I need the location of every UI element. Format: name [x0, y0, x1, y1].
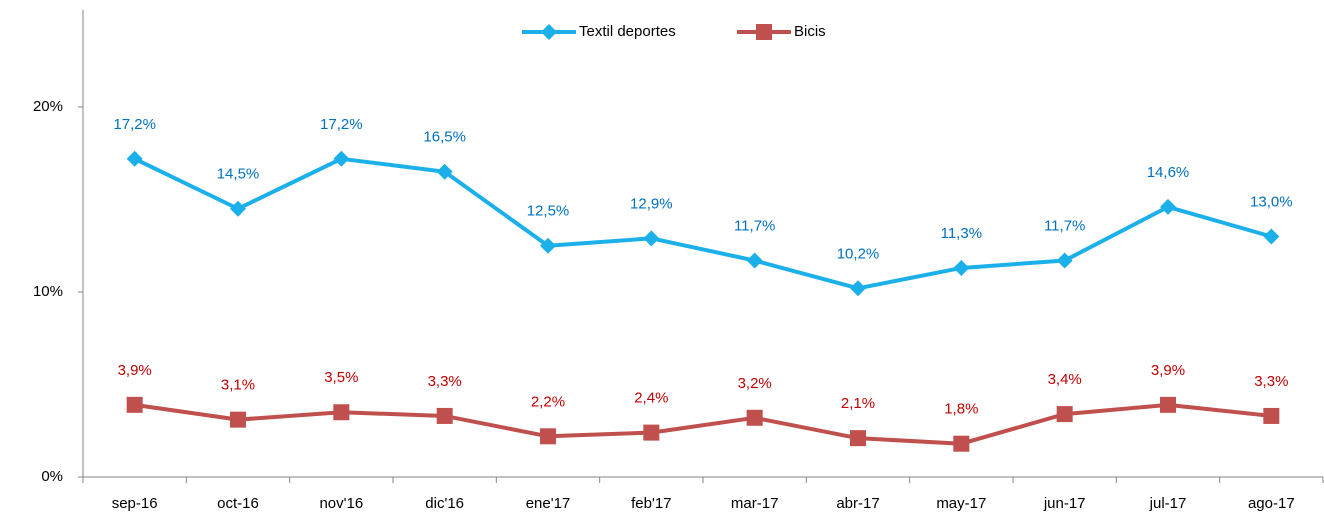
data-label: 3,3%: [428, 373, 462, 390]
data-label: 3,2%: [738, 375, 772, 392]
series-line: [133, 156, 1272, 291]
data-point: [1056, 252, 1073, 269]
x-tick-label: ene'17: [526, 495, 571, 512]
data-label: 3,5%: [324, 369, 358, 386]
legend-marker: [541, 24, 557, 40]
data-label: 2,2%: [531, 393, 565, 410]
legend-label: Bicis: [794, 23, 826, 40]
x-tick-label: nov'16: [319, 495, 363, 512]
x-tick-label: may-17: [936, 495, 986, 512]
data-label: 12,9%: [630, 195, 673, 212]
data-label: 3,3%: [1254, 373, 1288, 390]
data-point: [953, 435, 970, 452]
x-tick-label: feb'17: [631, 495, 671, 512]
data-point: [746, 409, 763, 426]
data-point: [850, 280, 866, 297]
data-label: 3,9%: [1151, 362, 1185, 379]
x-tick-label: jun-17: [1043, 495, 1086, 512]
x-tick-label: mar-17: [731, 495, 779, 512]
data-point: [643, 424, 660, 441]
x-tick-label: sep-16: [112, 495, 158, 512]
data-label: 2,4%: [634, 390, 668, 407]
data-label: 3,4%: [1048, 371, 1082, 388]
data-point: [230, 200, 246, 217]
data-label: 17,2%: [113, 116, 156, 133]
data-label: 14,6%: [1147, 164, 1190, 181]
data-point: [230, 411, 246, 428]
data-point: [126, 396, 143, 413]
data-point: [333, 404, 350, 421]
data-point: [333, 150, 350, 167]
data-point: [953, 259, 970, 276]
y-tick-label: 20%: [33, 98, 63, 115]
data-point: [746, 252, 763, 269]
data-point: [540, 428, 556, 445]
series-line: [134, 402, 1272, 446]
y-tick-label: 10%: [33, 283, 63, 300]
data-label: 14,5%: [217, 166, 260, 183]
data-label: 3,9%: [118, 362, 152, 379]
data-point: [1056, 406, 1073, 423]
x-tick-label: abr-17: [836, 495, 879, 512]
legend-label: Textil deportes: [579, 23, 676, 40]
data-label: 11,7%: [1044, 218, 1085, 235]
data-label: 11,3%: [941, 225, 982, 242]
x-tick-label: oct-16: [217, 495, 259, 512]
legend-marker: [756, 24, 772, 40]
data-label: 1,8%: [944, 401, 978, 418]
x-tick-label: jul-17: [1149, 495, 1187, 512]
data-label: 12,5%: [527, 203, 570, 220]
data-point: [126, 150, 143, 167]
data-label: 17,2%: [320, 116, 363, 133]
data-point: [643, 230, 660, 247]
data-label: 13,0%: [1250, 193, 1293, 210]
data-point: [436, 163, 453, 180]
data-label: 16,5%: [423, 129, 466, 146]
data-point: [850, 430, 866, 447]
y-tick-label: 0%: [41, 468, 63, 485]
data-point: [436, 407, 453, 424]
data-point: [1263, 407, 1280, 424]
data-label: 10,2%: [837, 245, 880, 262]
data-point: [540, 237, 556, 254]
data-label: 11,7%: [734, 218, 775, 235]
data-point: [1160, 198, 1176, 215]
data-label: 3,1%: [221, 377, 255, 394]
data-label: 2,1%: [841, 395, 875, 412]
data-point: [1160, 396, 1176, 413]
x-tick-label: dic'16: [425, 495, 464, 512]
x-tick-label: ago-17: [1248, 495, 1295, 512]
data-point: [1263, 228, 1280, 245]
